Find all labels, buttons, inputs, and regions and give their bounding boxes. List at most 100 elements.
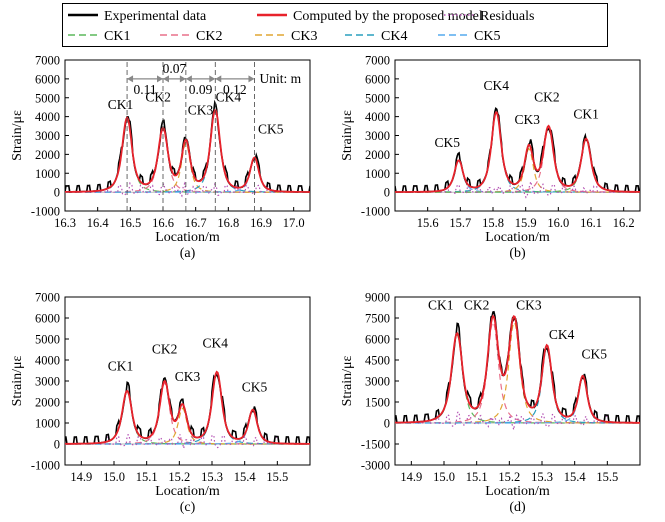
x-tick-label: 15.6 (417, 216, 439, 230)
computed-curve (395, 111, 640, 193)
y-tick-label: 4000 (35, 110, 60, 124)
peak-label-ck2: CK2 (145, 90, 171, 105)
x-tick-label: 15.4 (234, 470, 257, 484)
y-tick-label: 1000 (35, 167, 60, 181)
y-tick-label: -1000 (31, 459, 60, 473)
component-curve-ck3 (65, 407, 310, 445)
peak-label-ck3: CK3 (175, 369, 201, 384)
y-tick-label: 6000 (365, 333, 390, 347)
legend-label: CK1 (104, 29, 130, 44)
x-tick-label: 16.8 (217, 216, 239, 230)
residual-curve (65, 434, 310, 449)
x-tick-label: 16.0 (547, 216, 569, 230)
computed-curve (65, 370, 310, 445)
spacing-value: 0.11 (133, 82, 156, 97)
y-tick-label: 5000 (35, 91, 60, 105)
legend-label: CK3 (291, 29, 317, 44)
plot-frame (394, 296, 641, 466)
legend-item-ck3: CK3 (255, 29, 317, 44)
component-curve-ck5 (395, 376, 640, 424)
y-tick-label: 2000 (35, 396, 60, 410)
y-tick-label: 3000 (35, 375, 60, 389)
legend-label: CK2 (196, 29, 222, 44)
y-tick-label: 7500 (365, 312, 390, 326)
spacing-arrowhead (179, 75, 186, 83)
curves (395, 310, 640, 430)
residual-curve (65, 181, 310, 198)
x-axis-label: Location/m (155, 484, 220, 499)
peak-label-ck2: CK2 (534, 90, 560, 105)
peak-label-ck5: CK5 (258, 122, 284, 137)
x-tick-label: 16.1 (580, 216, 602, 230)
x-tick-label: 16.7 (185, 216, 207, 230)
y-tick-label: 3000 (365, 375, 390, 389)
legend-item-ck5: CK5 (438, 29, 500, 44)
curves (395, 106, 640, 199)
x-tick-label: 15.2 (498, 470, 520, 484)
y-tick-label: 1500 (365, 396, 390, 410)
x-tick-label: 16.2 (613, 216, 635, 230)
y-tick-label: -1000 (31, 205, 60, 219)
x-tick-label: 16.6 (152, 216, 174, 230)
y-tick-label: 0 (384, 186, 390, 200)
x-tick-label: 15.9 (515, 216, 537, 230)
component-curve-ck2 (65, 128, 310, 193)
y-axis-label: Strain/με (10, 356, 25, 407)
spacing-value: 0.09 (189, 82, 213, 97)
legend-item-ck1: CK1 (68, 29, 130, 44)
y-axis-label: Strain/με (340, 110, 355, 161)
legend-label: Computed by the proposed model (293, 9, 483, 24)
spacing-arrowhead (209, 75, 216, 83)
y-tick-label: -1500 (361, 438, 390, 452)
y-tick-label: 1000 (35, 417, 60, 431)
peak-label-ck5: CK5 (435, 135, 461, 150)
chart-panel-a: -1000 0 1000 2000 3000 4000 5000 6000 7000 16.3 16… (10, 54, 311, 261)
y-tick-label: 7000 (35, 291, 60, 305)
peak-label-ck3: CK3 (515, 112, 541, 127)
legend-item-ck2: CK2 (160, 29, 222, 44)
x-axis-label: Location/m (485, 484, 550, 499)
legend-item-computed-by-the-proposed-model: Computed by the proposed model (257, 9, 483, 24)
y-tick-label: 4000 (35, 354, 60, 368)
peak-label-ck1: CK1 (108, 359, 134, 374)
peak-label-ck3: CK3 (188, 103, 214, 118)
y-tick-label: 1000 (365, 167, 390, 181)
y-tick-label: -1000 (361, 205, 390, 219)
component-curve-ck1 (395, 138, 640, 193)
y-tick-label: 0 (384, 417, 390, 431)
spacing-arrowhead (185, 75, 192, 83)
curves (65, 99, 310, 198)
peak-label-ck1: CK1 (428, 298, 454, 313)
chart-panel-d: -3000 -1500 0 1500 3000 4500 6000 7500 9000 14.9 1… (340, 291, 641, 515)
spacing-value: 0.12 (223, 82, 247, 97)
component-curve-ck5 (65, 157, 310, 193)
spacing-arrowhead (248, 75, 255, 83)
peak-label-ck1: CK1 (108, 97, 134, 112)
x-tick-label: 16.3 (54, 216, 76, 230)
y-tick-label: 7000 (365, 54, 390, 68)
y-tick-label: 5000 (365, 91, 390, 105)
x-tick-label: 15.7 (449, 216, 471, 230)
x-tick-label: 15.0 (103, 470, 125, 484)
x-tick-label: 15.3 (531, 470, 553, 484)
y-tick-label: 6000 (35, 312, 60, 326)
y-tick-label: 3000 (365, 129, 390, 143)
experimental-curve (65, 373, 310, 445)
x-axis-label: Location/m (155, 230, 220, 245)
spacing-arrowhead (157, 75, 163, 83)
spacing-value: 0.07 (163, 61, 187, 76)
peak-label-ck4: CK4 (549, 327, 575, 342)
y-tick-label: 3000 (35, 129, 60, 143)
x-tick-label: 14.9 (70, 470, 92, 484)
panel-label: (a) (180, 246, 196, 261)
residual-curve (395, 181, 640, 199)
peak-label-ck3: CK3 (516, 298, 542, 313)
legend-item-residuals: Residuals (444, 9, 534, 24)
y-tick-label: 4500 (365, 354, 390, 368)
component-curve-ck3 (395, 147, 640, 193)
y-tick-label: 0 (54, 186, 60, 200)
y-tick-label: 7000 (35, 54, 60, 68)
peak-label-ck4: CK4 (203, 335, 229, 350)
legend-item-experimental-data: Experimental data (68, 9, 207, 24)
